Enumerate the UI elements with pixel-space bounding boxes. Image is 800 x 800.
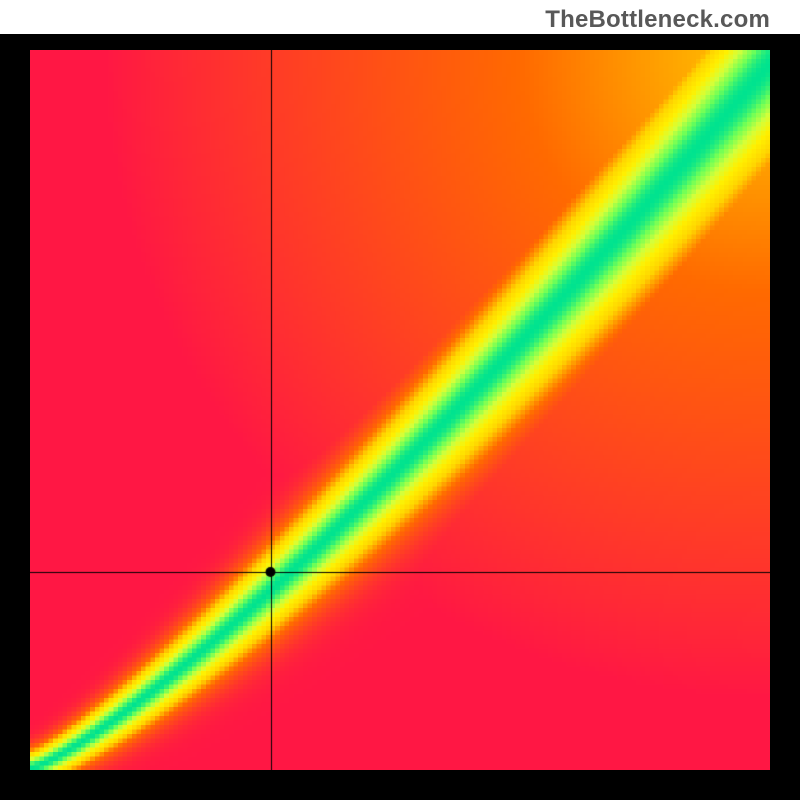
crosshair-overlay (30, 50, 770, 770)
frame-right (770, 50, 800, 770)
frame-left (0, 50, 30, 770)
frame-bottom (0, 770, 800, 800)
watermark-text: TheBottleneck.com (545, 6, 770, 34)
frame-top (0, 34, 800, 50)
